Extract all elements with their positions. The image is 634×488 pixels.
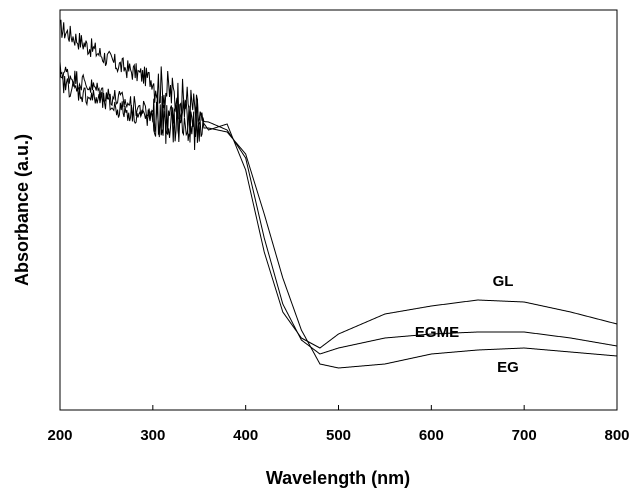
series-labels: GL EGME EG	[415, 273, 519, 376]
x-tick-label: 200	[47, 427, 72, 444]
x-tick-label: 300	[140, 427, 165, 444]
x-tick-label: 600	[419, 427, 444, 444]
series-line-eg	[59, 73, 618, 369]
series-line-gl	[59, 19, 618, 349]
series-label-egme: EGME	[415, 324, 459, 341]
x-axis-title: Wavelength (nm)	[266, 468, 410, 488]
x-axis-ticks: 200 300 400 500 600 700 800	[47, 405, 630, 444]
series-label-eg: EG	[497, 359, 519, 376]
x-tick-label: 500	[326, 427, 351, 444]
x-tick-label: 800	[604, 427, 629, 444]
series-line-egme	[59, 61, 618, 355]
x-tick-label: 700	[512, 427, 537, 444]
series-lines	[59, 19, 618, 369]
plot-frame	[59, 9, 618, 411]
series-label-gl: GL	[493, 273, 514, 290]
x-tick-label: 400	[233, 427, 258, 444]
y-axis-title: Absorbance (a.u.)	[12, 134, 32, 286]
